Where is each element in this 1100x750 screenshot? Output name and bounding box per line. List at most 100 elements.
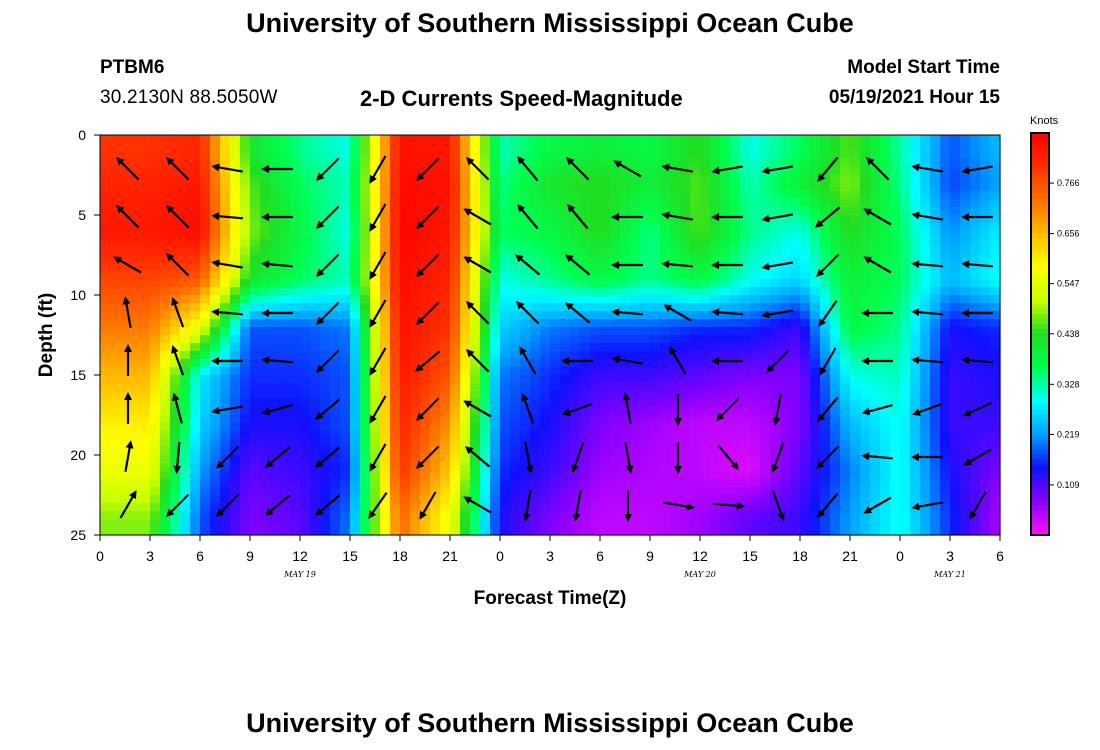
heatmap-cell [360, 375, 371, 384]
heatmap-cell [750, 351, 761, 360]
heatmap-cell [420, 295, 431, 304]
heatmap-cell [340, 511, 351, 520]
heatmap-cell [610, 231, 621, 240]
heatmap-cell [950, 503, 961, 512]
heatmap-cell [600, 175, 611, 184]
heatmap-cell [610, 167, 621, 176]
heatmap-cell [840, 391, 851, 400]
heatmap-cell [850, 383, 861, 392]
heatmap-cell [640, 191, 651, 200]
colorbar-tick-label: 0.109 [1057, 480, 1080, 490]
heatmap-cell [150, 191, 161, 200]
heatmap-cell [630, 239, 641, 248]
heatmap-cell [900, 223, 911, 232]
heatmap-cell [950, 191, 961, 200]
heatmap-cell [640, 447, 651, 456]
heatmap-cell [730, 271, 741, 280]
heatmap-cell [890, 303, 901, 312]
heatmap-cell [470, 439, 481, 448]
heatmap-cell [750, 215, 761, 224]
heatmap-cell [360, 143, 371, 152]
heatmap-cell [160, 159, 171, 168]
heatmap-cell [520, 183, 531, 192]
current-vector [369, 203, 387, 232]
heatmap-cell [900, 255, 911, 264]
heatmap-cell [190, 335, 201, 344]
colorbar-segment [1031, 424, 1049, 431]
heatmap-cell [510, 367, 521, 376]
heatmap-cell [160, 215, 171, 224]
heatmap-cell [980, 343, 991, 352]
heatmap-cell [600, 351, 611, 360]
heatmap-cell [840, 399, 851, 408]
heatmap-cell [420, 495, 431, 504]
heatmap-cell [850, 479, 861, 488]
heatmap-cell [980, 367, 991, 376]
heatmap-cell [240, 391, 251, 400]
heatmap-cell [720, 303, 731, 312]
heatmap-cell [860, 343, 871, 352]
heatmap-cell [780, 159, 791, 168]
heatmap-cell [640, 471, 651, 480]
heatmap-cell [570, 263, 581, 272]
heatmap-cell [600, 239, 611, 248]
heatmap-cell [890, 295, 901, 304]
heatmap-cell [520, 423, 531, 432]
heatmap-cell [570, 247, 581, 256]
heatmap-cell [750, 471, 761, 480]
heatmap-cell [360, 463, 371, 472]
heatmap-cell [840, 255, 851, 264]
heatmap-cell [380, 391, 391, 400]
heatmap-cell [990, 191, 1001, 200]
heatmap-cell [880, 503, 891, 512]
heatmap-cell [730, 319, 741, 328]
heatmap-cell [800, 303, 811, 312]
heatmap-cell [920, 303, 931, 312]
heatmap-cell [190, 479, 201, 488]
heatmap-cell [910, 239, 921, 248]
heatmap-cell [400, 383, 411, 392]
heatmap-cell [700, 375, 711, 384]
heatmap-cell [290, 367, 301, 376]
heatmap-cell [880, 399, 891, 408]
heatmap-cell [150, 303, 161, 312]
heatmap-cell [140, 271, 151, 280]
heatmap-cell [400, 143, 411, 152]
heatmap-cell [830, 495, 841, 504]
heatmap-cell [620, 215, 631, 224]
heatmap-cell [500, 199, 511, 208]
heatmap-cell [630, 479, 641, 488]
heatmap-cell [700, 279, 711, 288]
current-vector [761, 309, 793, 319]
heatmap-cell [740, 343, 751, 352]
heatmap-cell [980, 487, 991, 496]
heatmap-cell [620, 199, 631, 208]
heatmap-cell [630, 223, 641, 232]
heatmap-cell [580, 471, 591, 480]
heatmap-cell [860, 135, 871, 144]
heatmap-cell [720, 399, 731, 408]
heatmap-cell [720, 487, 731, 496]
heatmap-cell [250, 439, 261, 448]
heatmap-cell [250, 463, 261, 472]
heatmap-cell [880, 151, 891, 160]
heatmap-cell [830, 287, 841, 296]
heatmap-cell [740, 143, 751, 152]
heatmap-cell [120, 495, 131, 504]
heatmap-cell [840, 327, 851, 336]
heatmap-cell [770, 447, 781, 456]
colorbar-segment [1031, 243, 1049, 250]
heatmap-cell [850, 159, 861, 168]
heatmap-cell [310, 231, 321, 240]
heatmap-cell [860, 487, 871, 496]
heatmap-cell [800, 199, 811, 208]
heatmap-cell [430, 151, 441, 160]
heatmap-cell [850, 423, 861, 432]
heatmap-cell [600, 151, 611, 160]
heatmap-cell [700, 143, 711, 152]
heatmap-cell [390, 287, 401, 296]
heatmap-cell [140, 207, 151, 216]
heatmap-cell [140, 263, 151, 272]
heatmap-cell [690, 463, 701, 472]
heatmap-cell [970, 295, 981, 304]
